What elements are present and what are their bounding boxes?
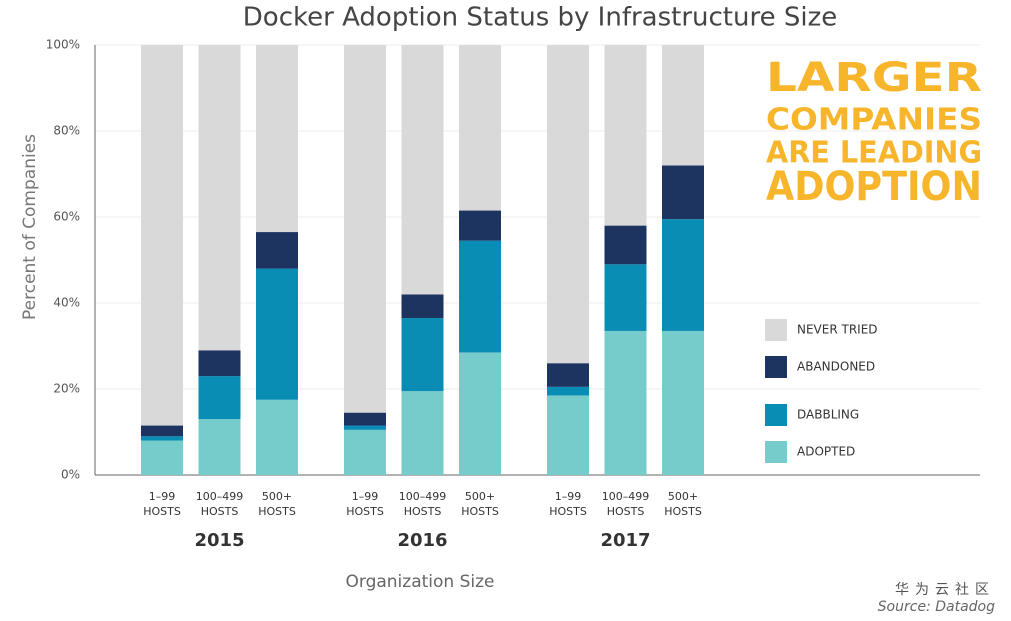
source: Source: Datadog <box>878 599 995 615</box>
annotation: ADOPTION <box>766 164 982 210</box>
y-tick-label: 0% <box>61 468 80 482</box>
bar-segment <box>401 45 444 295</box>
bar-segment <box>344 45 386 413</box>
x-tick-label: 500+ HOSTS <box>664 490 702 518</box>
bar-segment <box>604 225 647 265</box>
bar-segment <box>547 363 589 387</box>
bar-segment <box>604 264 647 331</box>
x-tick-label: 1–99 HOSTS <box>549 490 587 518</box>
bar-segment <box>256 45 298 233</box>
bar-segment <box>401 391 444 475</box>
bar-segment <box>344 429 386 475</box>
y-axis-label: Percent of Companies <box>20 134 40 320</box>
bar-segment <box>198 376 241 420</box>
bar-segment <box>198 350 241 377</box>
x-tick-label: 500+ HOSTS <box>258 490 296 518</box>
x-tick-label: 100–499 HOSTS <box>601 490 650 518</box>
legend-swatch <box>765 441 787 463</box>
legend-label: ADOPTED <box>797 445 855 459</box>
y-tick-label: 20% <box>53 382 80 396</box>
bar-segment <box>459 240 501 353</box>
bar-segment <box>547 45 589 364</box>
bar-segment <box>459 45 501 211</box>
bar-segment <box>662 330 704 475</box>
y-tick-label: 100% <box>46 38 80 52</box>
bar-segment <box>401 294 444 319</box>
x-tick-label: 100–499 HOSTS <box>195 490 244 518</box>
bar-segment <box>401 318 444 392</box>
bar-segment <box>604 45 647 226</box>
annotation: ARE LEADING <box>766 136 982 171</box>
bar-segment <box>141 440 183 475</box>
x-tick-label: 1–99 HOSTS <box>346 490 384 518</box>
legend-label: DABBLING <box>797 408 859 422</box>
bar-segment <box>459 210 501 241</box>
x-axis-label: Organization Size <box>346 572 495 592</box>
bar-segment <box>604 330 647 475</box>
bar-segment <box>459 352 501 475</box>
bar-segment <box>198 45 241 351</box>
chart-title: Docker Adoption Status by Infrastructure… <box>243 3 837 33</box>
x-tick-label: 1–99 HOSTS <box>143 490 181 518</box>
y-tick-label: 80% <box>53 124 80 138</box>
bar-segment <box>256 399 298 475</box>
y-tick-label: 60% <box>53 210 80 224</box>
x-tick-label: 100–499 HOSTS <box>398 490 447 518</box>
bar-segment <box>344 425 386 430</box>
y-tick-label: 40% <box>53 296 80 310</box>
bar-segment <box>547 386 589 396</box>
annotation: COMPANIES <box>766 103 982 138</box>
group-label: 2017 <box>600 530 650 551</box>
bar-segment <box>141 45 183 426</box>
group-label: 2015 <box>194 530 244 551</box>
bar-segment <box>344 412 386 426</box>
bar-segment <box>141 436 183 441</box>
bar-segment <box>662 165 704 220</box>
annotation: LARGER <box>766 55 982 101</box>
bar-segment <box>547 395 589 475</box>
watermark: 华为云社区 <box>895 582 995 598</box>
bar-segment <box>256 232 298 269</box>
bar-segment <box>256 268 298 400</box>
legend-label: NEVER TRIED <box>797 323 878 337</box>
bar-segment <box>662 45 704 166</box>
legend-swatch <box>765 356 787 378</box>
group-label: 2016 <box>397 530 447 551</box>
legend-swatch <box>765 404 787 426</box>
legend-label: ABANDONED <box>797 360 875 374</box>
bar-segment <box>141 425 183 437</box>
legend-swatch <box>765 319 787 341</box>
bar-segment <box>662 219 704 331</box>
x-tick-label: 500+ HOSTS <box>461 490 499 518</box>
bar-segment <box>198 419 241 475</box>
